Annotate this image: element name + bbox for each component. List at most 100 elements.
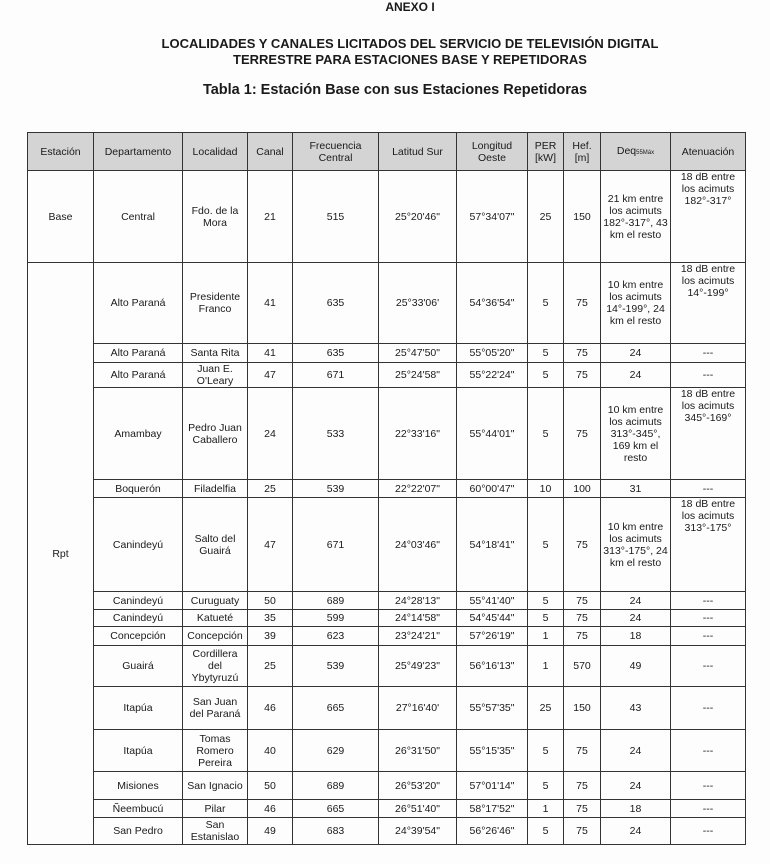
title-line-2: TERRESTRE PARA ESTACIONES BASE Y REPETID…	[233, 52, 587, 67]
cell-channel: 47	[247, 362, 293, 388]
cell-per: 5	[527, 609, 564, 627]
cell-center-frequency: 533	[292, 387, 379, 480]
cell-attenuation: ---	[670, 609, 746, 627]
column-header: Hef. [m]	[563, 132, 601, 171]
cell-west-longitude: 55°41'40"	[456, 591, 528, 610]
cell-locality: Pilar	[182, 799, 248, 818]
cell-department: San Pedro	[93, 817, 183, 845]
column-header: Localidad	[182, 132, 248, 171]
cell-per: 5	[527, 817, 564, 845]
cell-south-latitude: 25°49'23"	[378, 645, 457, 687]
cell-center-frequency: 515	[292, 170, 379, 263]
column-header: Atenuación	[670, 132, 746, 171]
cell-hef: 75	[563, 817, 601, 845]
column-header-label: Latitud Sur	[392, 145, 443, 158]
cell-deq: 24	[600, 771, 671, 800]
cell-department: Canindeyú	[93, 591, 183, 610]
cell-attenuation: 18 dB entre los acimuts 345°-169°	[670, 387, 746, 480]
table-row: Canindeyú Katueté 35 599 24°14'58" 54°45'44" 5…	[28, 609, 746, 627]
cell-deq: 24	[600, 609, 671, 627]
cell-department: Ñeembucú	[93, 799, 183, 818]
cell-center-frequency: 689	[292, 591, 379, 610]
cell-deq: 24	[600, 591, 671, 610]
cell-hef: 570	[563, 645, 601, 687]
column-header: Latitud Sur	[378, 132, 457, 171]
cell-locality: Santa Rita	[182, 343, 248, 363]
cell-west-longitude: 57°01'14"	[456, 771, 528, 800]
cell-channel: 40	[247, 729, 293, 772]
cell-deq: 10 km entre los acimuts 313°-345°, 169 k…	[600, 387, 671, 480]
cell-attenuation: ---	[670, 686, 746, 730]
cell-channel: 35	[247, 609, 293, 627]
cell-per: 1	[527, 645, 564, 687]
station-base-cell: Base	[27, 170, 94, 263]
cell-attenuation: ---	[670, 729, 746, 772]
cell-hef: 150	[563, 170, 601, 263]
station-rpt-cell: Rpt	[27, 262, 94, 845]
cell-department: Amambay	[93, 387, 183, 480]
cell-west-longitude: 54°36'54"	[456, 262, 528, 344]
column-header: Estación	[27, 132, 94, 171]
cell-center-frequency: 539	[292, 645, 379, 687]
cell-channel: 47	[247, 497, 293, 592]
cell-locality: Cordillera del Ybytyruzú	[182, 645, 248, 687]
cell-department: Itapúa	[93, 686, 183, 730]
cell-channel: 21	[247, 170, 293, 263]
cell-department: Canindeyú	[93, 497, 183, 592]
cell-deq: 18	[600, 626, 671, 646]
cell-locality: Filadelfia	[182, 479, 248, 498]
cell-hef: 75	[563, 799, 601, 818]
cell-south-latitude: 26°51'40"	[378, 799, 457, 818]
cell-locality: San Juan del Paraná	[182, 686, 248, 730]
cell-south-latitude: 26°53'20"	[378, 771, 457, 800]
cell-deq: 24	[600, 343, 671, 363]
cell-deq: 24	[600, 729, 671, 772]
cell-south-latitude: 25°47'50"	[378, 343, 457, 363]
cell-center-frequency: 683	[292, 817, 379, 845]
cell-hef: 75	[563, 343, 601, 363]
cell-center-frequency: 635	[292, 262, 379, 344]
cell-department: Boquerón	[93, 479, 183, 498]
cell-west-longitude: 56°16'13"	[456, 645, 528, 687]
cell-attenuation: ---	[670, 626, 746, 646]
table-row: Boquerón Filadelfia 25 539 22°22'07" 60°00'47…	[28, 479, 746, 498]
cell-per: 5	[527, 729, 564, 772]
column-header-label: Frecuencia Central	[309, 139, 362, 164]
cell-deq: 21 km entre los acimuts 182°-317°, 43 km…	[600, 170, 671, 263]
cell-department: Guairá	[93, 645, 183, 687]
cell-south-latitude: 24°03'46"	[378, 497, 457, 592]
deq-subscript: 55Máx	[636, 149, 655, 156]
cell-center-frequency: 671	[292, 497, 379, 592]
cell-west-longitude: 55°57'35"	[456, 686, 528, 730]
cell-locality: Pedro Juan Caballero	[182, 387, 248, 480]
table-row: Canindeyú Salto del Guairá 47 671 24°03'46" 5…	[28, 497, 746, 592]
table-row: Ñeembucú Pilar 46 665 26°51'40" 58°17'52" 1 75 1…	[28, 799, 746, 818]
cell-department: Concepción	[93, 626, 183, 646]
cell-department: Canindeyú	[93, 609, 183, 627]
cell-center-frequency: 671	[292, 362, 379, 388]
cell-per: 1	[527, 799, 564, 818]
cell-deq: 18	[600, 799, 671, 818]
cell-hef: 75	[563, 626, 601, 646]
cell-per: 5	[527, 591, 564, 610]
column-header-label: Estación	[40, 145, 81, 158]
cell-south-latitude: 22°22'07"	[378, 479, 457, 498]
table-row: Misiones San Ignacio 50 689 26°53'20" 57°01'1…	[28, 771, 746, 800]
cell-west-longitude: 54°45'44"	[456, 609, 528, 627]
cell-channel: 24	[247, 387, 293, 480]
cell-attenuation: 18 dB entre los acimuts 313°-175°	[670, 497, 746, 592]
cell-hef: 75	[563, 771, 601, 800]
cell-hef: 150	[563, 686, 601, 730]
table-row: Guairá Cordillera del Ybytyruzú 25 539 25°49…	[28, 645, 746, 687]
cell-south-latitude: 22°33'16"	[378, 387, 457, 480]
cell-hef: 75	[563, 591, 601, 610]
cell-department: Central	[93, 170, 183, 263]
cell-west-longitude: 55°44'01"	[456, 387, 528, 480]
cell-south-latitude: 25°24'58"	[378, 362, 457, 388]
cell-west-longitude: 60°00'47"	[456, 479, 528, 498]
cell-locality: Presidente Franco	[182, 262, 248, 344]
cell-south-latitude: 25°33'06'	[378, 262, 457, 344]
column-header-label: Localidad	[192, 145, 238, 158]
column-header-label: Deq	[616, 144, 637, 157]
cell-center-frequency: 629	[292, 729, 379, 772]
